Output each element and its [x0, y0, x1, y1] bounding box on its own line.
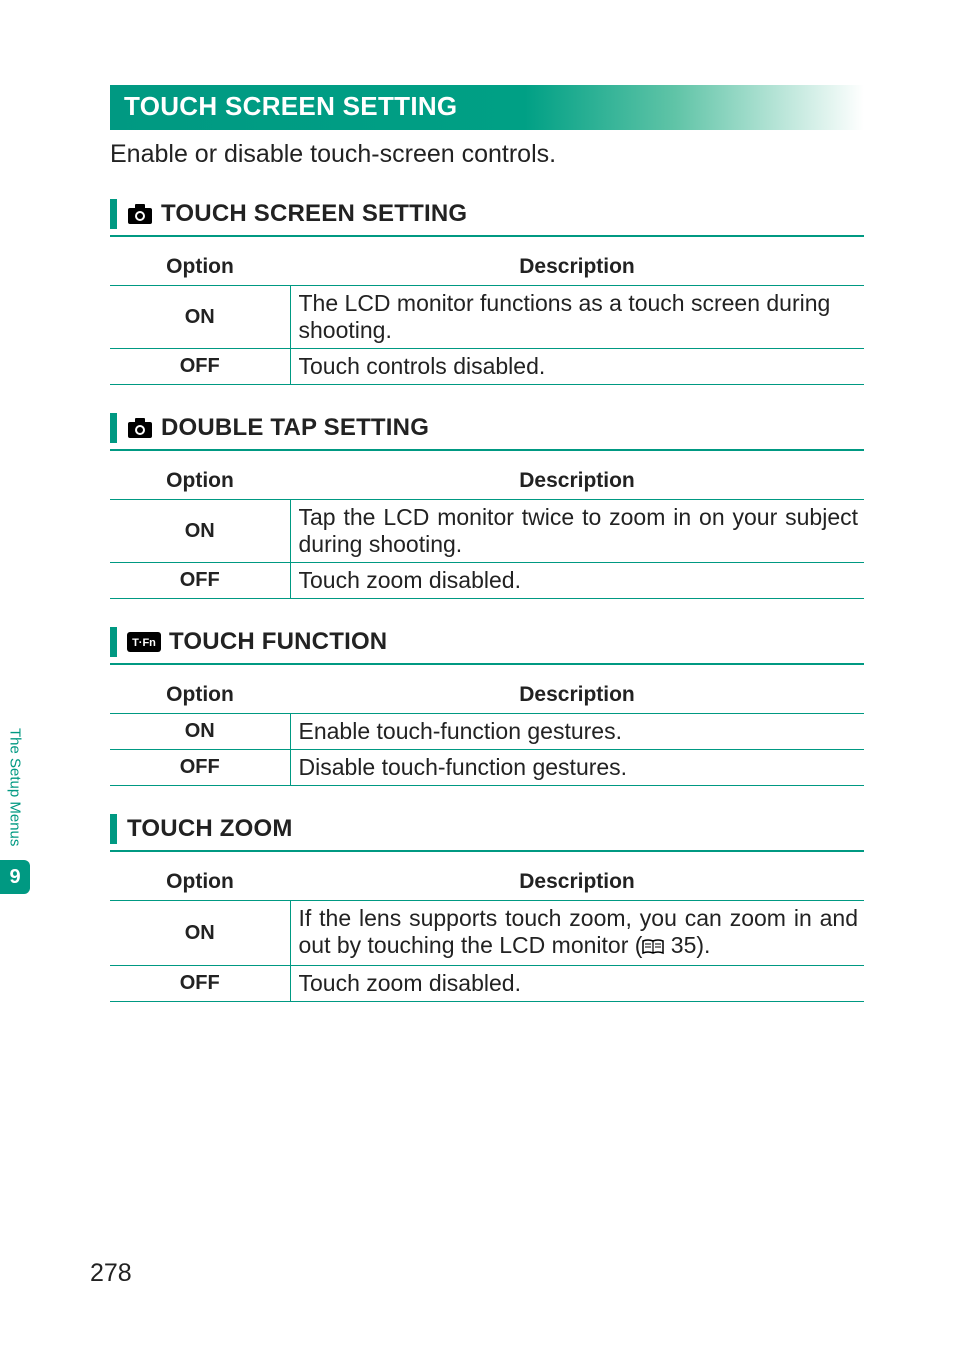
subsection-head: TOUCH ZOOM: [110, 810, 864, 852]
camera-icon: [127, 417, 153, 439]
table-row: ON If the lens supports touch zoom, you …: [110, 901, 864, 966]
table-row: ON Enable touch-function gestures.: [110, 714, 864, 750]
th-description: Description: [290, 249, 864, 286]
tfn-icon: T·Fn: [127, 632, 161, 652]
intro-text: Enable or disable touch-screen controls.: [110, 140, 864, 169]
th-description: Description: [290, 677, 864, 714]
table-row: ON Tap the LCD monitor twice to zoom in …: [110, 500, 864, 563]
svg-text:T·Fn: T·Fn: [132, 637, 156, 649]
options-table: Option Description ON If the lens suppor…: [110, 864, 864, 1002]
side-tab-label: The Setup Menus: [5, 720, 26, 860]
subsection-head: TOUCH SCREEN SETTING: [110, 195, 864, 237]
description-cell: Disable touch-function gestures.: [290, 750, 864, 786]
table-row: OFF Touch zoom disabled.: [110, 563, 864, 599]
description-cell: Touch controls disabled.: [290, 349, 864, 385]
accent-bar: [110, 814, 117, 844]
description-cell: Touch zoom disabled.: [290, 563, 864, 599]
desc-suffix: ).: [696, 932, 710, 958]
th-option: Option: [110, 677, 290, 714]
section-banner: TOUCH SCREEN SETTING: [110, 85, 864, 130]
subsection-title: DOUBLE TAP SETTING: [161, 414, 429, 442]
subsection-title: TOUCH FUNCTION: [169, 628, 387, 656]
subsection-head: DOUBLE TAP SETTING: [110, 409, 864, 451]
table-row: ON The LCD monitor functions as a touch …: [110, 286, 864, 349]
table-row: OFF Touch zoom disabled.: [110, 966, 864, 1002]
description-cell: Enable touch-function gestures.: [290, 714, 864, 750]
description-cell: Touch zoom disabled.: [290, 966, 864, 1002]
subsection-title: TOUCH ZOOM: [127, 815, 293, 843]
option-cell: ON: [110, 500, 290, 563]
description-cell: The LCD monitor functions as a touch scr…: [290, 286, 864, 349]
description-cell: Tap the LCD monitor twice to zoom in on …: [290, 500, 864, 563]
manual-page: TOUCH SCREEN SETTING Enable or disable t…: [0, 0, 954, 1346]
section-banner-title: TOUCH SCREEN SETTING: [124, 91, 457, 121]
subsection-touch-function: T·Fn TOUCH FUNCTION Option Description O…: [110, 623, 864, 786]
option-cell: ON: [110, 901, 290, 966]
th-option: Option: [110, 249, 290, 286]
desc-prefix: If the lens supports touch zoom, you can…: [299, 905, 859, 958]
options-table: Option Description ON Enable touch-funct…: [110, 677, 864, 786]
accent-bar: [110, 199, 117, 229]
subsection-head: T·Fn TOUCH FUNCTION: [110, 623, 864, 665]
page-ref: 35: [671, 932, 697, 958]
option-cell: OFF: [110, 750, 290, 786]
option-cell: OFF: [110, 349, 290, 385]
th-description: Description: [290, 864, 864, 901]
option-cell: OFF: [110, 966, 290, 1002]
th-option: Option: [110, 463, 290, 500]
table-row: OFF Touch controls disabled.: [110, 349, 864, 385]
description-cell: If the lens supports touch zoom, you can…: [290, 901, 864, 966]
camera-icon: [127, 203, 153, 225]
accent-bar: [110, 413, 117, 443]
table-row: OFF Disable touch-function gestures.: [110, 750, 864, 786]
options-table: Option Description ON The LCD monitor fu…: [110, 249, 864, 385]
book-icon: [642, 934, 664, 961]
subsection-touch-screen: TOUCH SCREEN SETTING Option Description …: [110, 195, 864, 385]
option-cell: OFF: [110, 563, 290, 599]
option-cell: ON: [110, 714, 290, 750]
subsection-touch-zoom: TOUCH ZOOM Option Description ON If the …: [110, 810, 864, 1002]
option-cell: ON: [110, 286, 290, 349]
accent-bar: [110, 627, 117, 657]
th-description: Description: [290, 463, 864, 500]
subsection-double-tap: DOUBLE TAP SETTING Option Description ON…: [110, 409, 864, 599]
side-tab-number: 9: [0, 860, 30, 894]
th-option: Option: [110, 864, 290, 901]
options-table: Option Description ON Tap the LCD monito…: [110, 463, 864, 599]
page-number: 278: [90, 1259, 132, 1288]
side-tab: The Setup Menus 9: [0, 720, 30, 894]
subsection-title: TOUCH SCREEN SETTING: [161, 200, 467, 228]
